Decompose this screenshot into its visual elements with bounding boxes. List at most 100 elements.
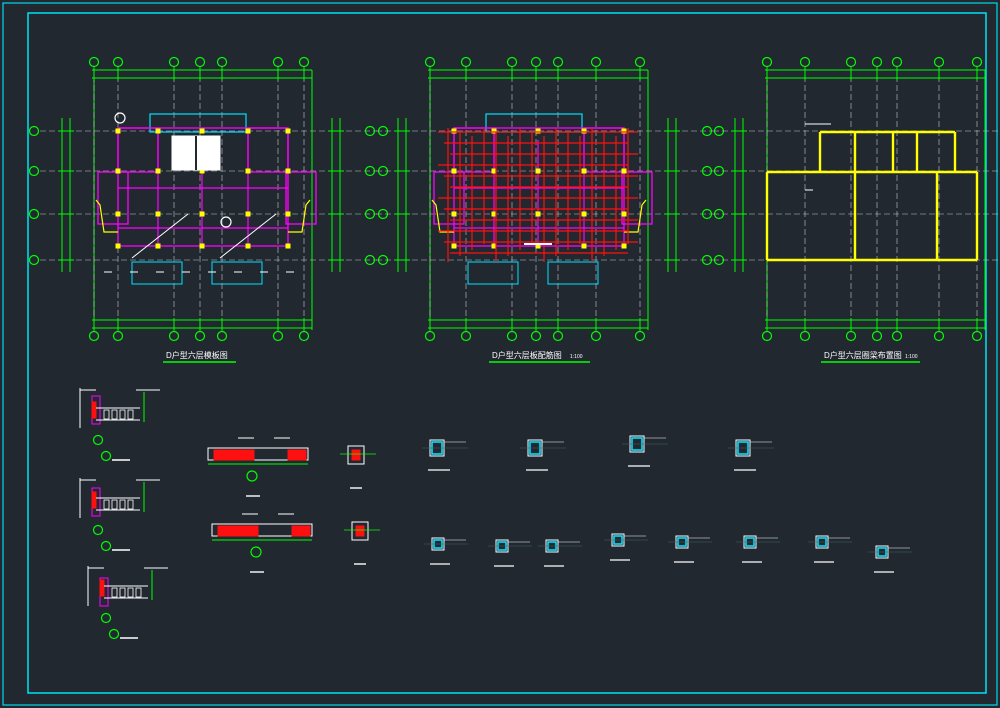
bay-outline [211, 261, 263, 285]
axis-bubble [971, 330, 983, 342]
column-mark [199, 211, 205, 217]
axis-bubble [634, 56, 646, 68]
axis-bubble [871, 56, 883, 68]
column-mark [285, 243, 291, 249]
balcony-edge [624, 199, 647, 233]
column-mark [155, 168, 161, 174]
axis-bubble [168, 330, 180, 342]
brick-mark [103, 499, 110, 510]
axis-bubble [761, 56, 773, 68]
brick-mark [111, 499, 118, 510]
plan-3-scale: 1:100 [905, 354, 918, 360]
section-symbol [220, 216, 232, 228]
brick-mark [127, 409, 134, 420]
beam-section-details [422, 435, 912, 573]
column-mark [451, 243, 457, 249]
axis-bubble [761, 330, 773, 342]
slab-outline [211, 523, 313, 537]
bay-outline [547, 261, 599, 285]
brick-mark [127, 587, 134, 598]
column-section [347, 445, 365, 465]
axis-bubble [298, 56, 310, 68]
slab-outline [207, 447, 309, 461]
bay-outline [149, 113, 247, 133]
plan-slab-reinforcement [364, 56, 725, 342]
axis-bubble [216, 330, 228, 342]
wall-outline [285, 171, 317, 225]
plan-3-title: D户型六层圈梁布置图 [824, 350, 902, 360]
axis-bubble [891, 56, 903, 68]
column-mark [285, 168, 291, 174]
column-mark [581, 128, 587, 134]
brick-mark [103, 409, 110, 420]
column-mark [621, 243, 627, 249]
axis-bubble [364, 125, 376, 137]
bay-outline [467, 261, 519, 285]
column-mark [245, 211, 251, 217]
column-mark [451, 128, 457, 134]
balcony-edge [431, 199, 454, 233]
rebar-fill [99, 579, 105, 597]
column-mark [245, 168, 251, 174]
column-mark [115, 128, 121, 134]
axis-bubble [530, 330, 542, 342]
axis-bubble [530, 56, 542, 68]
column-mark [155, 128, 161, 134]
column-mark [115, 211, 121, 217]
axis-bubble [272, 330, 284, 342]
axis-bubble [799, 330, 811, 342]
axis-bubble [364, 165, 376, 177]
column-mark [155, 211, 161, 217]
axis-bubble [460, 330, 472, 342]
column-mark [621, 211, 627, 217]
axis-bubble [194, 330, 206, 342]
inner-frame [27, 12, 987, 694]
column-rebar [351, 449, 361, 461]
column-mark [115, 168, 121, 174]
column-mark [581, 243, 587, 249]
column-mark [451, 168, 457, 174]
column-mark [581, 168, 587, 174]
column-mark [491, 128, 497, 134]
slab-section-details [207, 437, 380, 573]
axis-bubble [506, 56, 518, 68]
section-symbol [114, 112, 126, 124]
column-mark [491, 211, 497, 217]
axis-bubble [590, 56, 602, 68]
column-mark [535, 211, 541, 217]
axis-bubble [250, 546, 262, 558]
column-mark [199, 168, 205, 174]
column-mark [199, 243, 205, 249]
column-section [351, 521, 369, 541]
column-mark [535, 128, 541, 134]
axis-bubble [799, 56, 811, 68]
axis-bubble [933, 330, 945, 342]
axis-bubble [100, 612, 112, 624]
brick-mark [119, 499, 126, 510]
axis-bubble [246, 470, 258, 482]
column-mark [285, 211, 291, 217]
plan-2-title: D户型六层板配筋图 [492, 350, 562, 360]
axis-bubble [552, 330, 564, 342]
axis-bubble [100, 450, 112, 462]
column-mark [245, 243, 251, 249]
column-mark [621, 168, 627, 174]
axis-bubble [88, 56, 100, 68]
balcony-edge [95, 199, 118, 233]
plan-ring-beam-layout [701, 56, 1000, 342]
plan-2-scale: 1:100 [570, 354, 583, 360]
bay-outline [131, 261, 183, 285]
axis-bubble [634, 330, 646, 342]
axis-bubble [971, 56, 983, 68]
slab-rebar [287, 449, 307, 461]
slab-rebar [217, 525, 259, 537]
axis-bubble [92, 434, 104, 446]
column-mark [155, 243, 161, 249]
column-mark [245, 128, 251, 134]
axis-bubble [28, 165, 40, 177]
axis-bubble [112, 56, 124, 68]
plan-1-title: D户型六层模板图 [166, 350, 228, 360]
column-mark [491, 168, 497, 174]
